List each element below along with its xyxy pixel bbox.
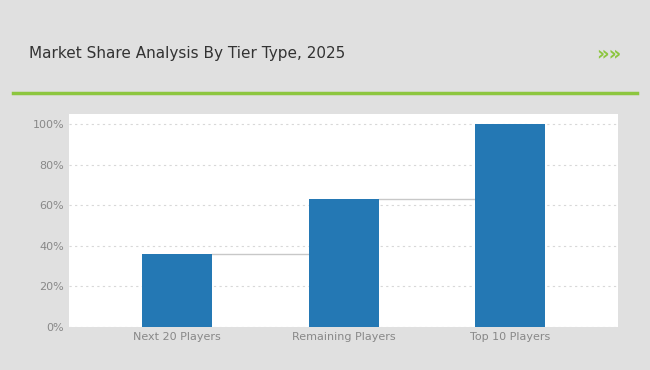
Bar [309, 199, 379, 327]
Bar [142, 254, 213, 327]
Text: Market Share Analysis By Tier Type, 2025: Market Share Analysis By Tier Type, 2025 [29, 46, 345, 61]
Bar [475, 124, 545, 327]
Text: »»: »» [596, 44, 621, 63]
